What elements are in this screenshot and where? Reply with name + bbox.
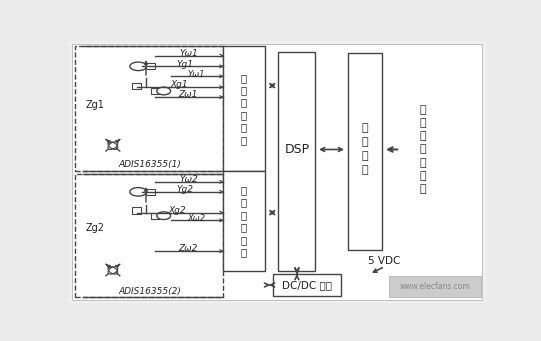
Ellipse shape xyxy=(157,87,170,95)
Text: 5 VDC: 5 VDC xyxy=(368,256,401,266)
Bar xyxy=(388,276,481,297)
Ellipse shape xyxy=(157,212,170,220)
Bar xyxy=(279,52,315,271)
Bar xyxy=(75,46,223,171)
Bar xyxy=(132,207,141,214)
Bar xyxy=(273,274,341,296)
Text: Xg1: Xg1 xyxy=(170,80,188,89)
Text: www.elecfans.com: www.elecfans.com xyxy=(399,282,470,291)
Bar xyxy=(151,88,159,94)
Text: ADIS16355(1): ADIS16355(1) xyxy=(118,160,181,169)
Ellipse shape xyxy=(130,62,147,71)
Bar xyxy=(151,213,159,219)
Text: DC/DC 电源: DC/DC 电源 xyxy=(282,280,332,290)
Text: Zω2: Zω2 xyxy=(179,244,198,253)
Bar xyxy=(132,83,141,89)
Bar xyxy=(146,189,155,195)
Ellipse shape xyxy=(108,267,118,274)
Ellipse shape xyxy=(130,188,147,196)
Text: Yω2: Yω2 xyxy=(179,175,197,184)
Bar xyxy=(223,46,265,171)
Bar xyxy=(146,63,155,70)
Text: 信
号
调
理
电
路: 信 号 调 理 电 路 xyxy=(241,185,247,257)
Text: ADIS16355(2): ADIS16355(2) xyxy=(118,287,181,296)
Text: 姿
态
角
变
化
信
息: 姿 态 角 变 化 信 息 xyxy=(420,105,426,194)
Text: Yω1: Yω1 xyxy=(179,49,197,58)
Ellipse shape xyxy=(108,142,118,149)
Text: 通
信
接
口: 通 信 接 口 xyxy=(361,123,368,176)
Text: 信
号
调
理
电
路: 信 号 调 理 电 路 xyxy=(241,73,247,145)
Text: Xω2: Xω2 xyxy=(187,213,205,223)
Text: Yg1: Yg1 xyxy=(176,60,193,69)
Text: Xg2: Xg2 xyxy=(168,206,186,215)
Text: Zω1: Zω1 xyxy=(179,90,198,99)
Text: DSP: DSP xyxy=(285,143,309,156)
Bar xyxy=(223,171,265,271)
Bar xyxy=(75,174,223,297)
Text: Zg2: Zg2 xyxy=(86,223,105,233)
Text: Yω1: Yω1 xyxy=(187,70,205,78)
Bar xyxy=(348,53,382,250)
Text: Yg2: Yg2 xyxy=(176,185,193,194)
Text: Zg1: Zg1 xyxy=(86,100,105,110)
